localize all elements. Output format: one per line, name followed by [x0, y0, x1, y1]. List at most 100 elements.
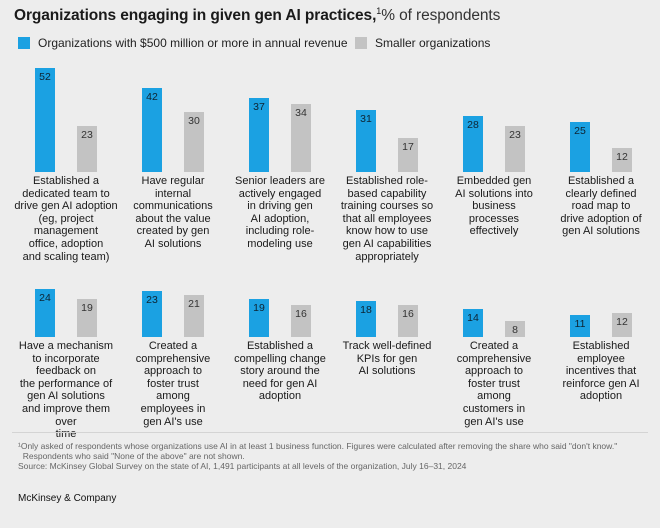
category-label-line: clearly defined: [565, 187, 637, 200]
bar-large-7: [35, 289, 55, 337]
category-label-line: the performance of: [19, 377, 113, 390]
bar-large-3: [249, 98, 269, 172]
value-label-large-7: 24: [39, 292, 51, 304]
category-label-line: (eg, project: [38, 212, 94, 225]
footnote-1: ¹Only asked of respondents whose organiz…: [18, 441, 618, 451]
value-label-large-11: 14: [467, 312, 479, 324]
legend-item-large: Organizations with $500 million or more …: [18, 36, 348, 50]
category-label-line: Have regular: [141, 175, 205, 187]
category-label-line: incentives that: [565, 365, 637, 378]
bar-large-9: [249, 299, 269, 337]
category-label-line: story around the: [240, 365, 320, 378]
category-label-line: Have a mechanism: [18, 340, 114, 352]
legend-label-large: Organizations with $500 million or more …: [38, 36, 348, 50]
category-label-line: AI solutions: [358, 365, 416, 378]
category-label-line: AI solutions into: [455, 187, 533, 200]
value-label-large-4: 31: [360, 113, 372, 125]
title-suffix: % of respondents: [381, 7, 501, 25]
category-label-11: Created a comprehensive approach to foster …: [439, 340, 549, 428]
category-label-line: to incorporate: [32, 352, 100, 365]
footnote-divider: [12, 432, 648, 433]
category-label-line: based capability: [347, 187, 427, 200]
bar-large-2: [142, 88, 162, 172]
value-label-large-10: 18: [360, 304, 372, 316]
category-label-line: and scaling team): [22, 250, 110, 263]
bar-small-4: [398, 138, 418, 172]
category-label-2: Have regular internal communications about …: [118, 175, 228, 251]
category-label-line: comprehensive: [456, 352, 532, 365]
legend-item-small: Smaller organizations: [355, 36, 490, 50]
category-label-line: Established a: [246, 340, 314, 352]
category-label-line: communications: [133, 200, 213, 213]
category-label-line: training courses so: [340, 200, 434, 213]
category-label-line: KPIs for gen: [356, 352, 418, 365]
category-label-9: Established a compelling change story arou…: [225, 340, 335, 403]
value-label-small-11: 8: [512, 324, 518, 336]
value-label-small-5: 23: [509, 129, 521, 141]
category-label-line: modeling use: [247, 237, 313, 250]
bar-large-11: [463, 309, 483, 337]
category-label-line: drive adoption of: [560, 212, 642, 225]
category-label-line: among: [477, 390, 511, 403]
legend-label-small: Smaller organizations: [375, 36, 491, 50]
bar-small-2: [184, 112, 204, 172]
category-label-line: among: [156, 390, 190, 403]
category-label-line: Embedded gen: [456, 175, 532, 187]
category-label-line: gen AI's use: [143, 415, 203, 428]
category-label-line: office, adoption: [28, 237, 104, 250]
bar-large-12: [570, 315, 590, 337]
category-label-3: Senior leaders are actively engaged in dri…: [225, 175, 335, 251]
category-label-line: reinforce gen AI: [562, 377, 640, 390]
bar-small-6: [612, 148, 632, 172]
bar-small-7: [77, 299, 97, 337]
bar-small-11: [505, 321, 525, 337]
bar-small-10: [398, 305, 418, 337]
category-label-line: actively engaged: [238, 187, 322, 200]
value-label-large-12: 11: [575, 318, 586, 330]
value-label-small-8: 21: [188, 298, 200, 310]
bar-small-1: [77, 126, 97, 172]
category-label-line: feedback on: [36, 365, 96, 378]
bar-small-3: [291, 104, 311, 172]
category-label-line: gen AI solutions: [27, 390, 105, 403]
category-label-6: Established a clearly defined road map to d…: [546, 175, 656, 238]
value-label-large-8: 23: [146, 294, 158, 306]
category-label-line: business: [472, 200, 516, 213]
category-label-line: created by gen: [136, 225, 210, 238]
category-label-line: management: [33, 225, 99, 238]
value-label-large-9: 19: [253, 302, 265, 314]
category-label-line: including role-: [245, 225, 315, 238]
bar-small-5: [505, 126, 525, 172]
title-footnote-mark: 1: [376, 6, 382, 16]
category-label-line: effectively: [469, 225, 519, 238]
chart-title: Organizations engaging in given gen AI p…: [14, 6, 500, 25]
footnote-2: Respondents who said "None of the above"…: [18, 451, 245, 461]
category-label-line: Established role-: [346, 175, 428, 187]
bar-small-8: [184, 295, 204, 337]
category-label-line: AI solutions: [144, 237, 202, 250]
value-label-small-3: 34: [295, 107, 307, 119]
category-label-line: dedicated team to: [22, 187, 110, 200]
category-label-line: customers in: [462, 402, 526, 415]
value-label-small-7: 19: [81, 302, 93, 314]
legend-swatch-small: [355, 37, 367, 49]
value-label-small-1: 23: [81, 129, 93, 141]
category-label-4: Established role-based capability trainin…: [332, 175, 442, 263]
category-label-line: approach to: [143, 365, 203, 378]
category-label-line: that all employees: [342, 212, 432, 225]
bar-large-6: [570, 122, 590, 172]
category-label-line: adoption: [258, 390, 302, 403]
value-label-small-9: 16: [295, 308, 307, 320]
category-label-line: appropriately: [355, 250, 419, 263]
category-label-line: adoption: [579, 390, 623, 403]
category-label-line: in driving gen: [247, 200, 313, 213]
footnote-source: Source: McKinsey Global Survey on the st…: [18, 461, 467, 471]
category-label-line: Created a: [148, 340, 198, 352]
category-label-1: Established a dedicated team to drive gen …: [11, 175, 121, 263]
value-label-small-10: 16: [402, 308, 414, 320]
category-label-line: road map to: [571, 200, 631, 213]
category-label-5: Embedded gen AI solutions into business pro…: [439, 175, 549, 238]
category-label-line: internal: [154, 187, 192, 200]
category-label-line: gen AI capabilities: [342, 237, 432, 250]
category-label-line: foster trust: [147, 377, 199, 390]
